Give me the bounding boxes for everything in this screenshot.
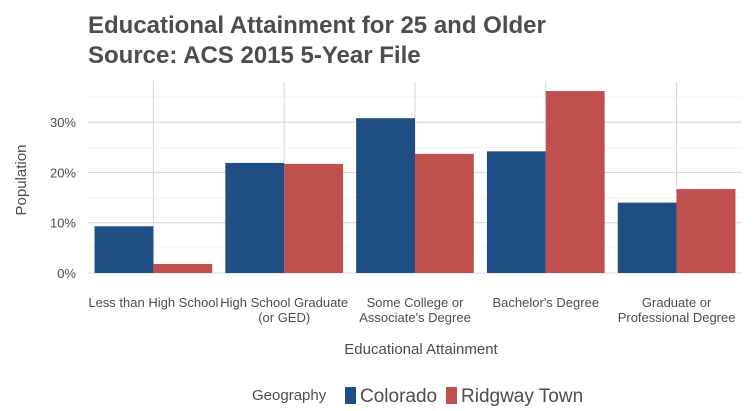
legend-key-colorado <box>345 387 356 404</box>
x-tick-label: Less than High School <box>88 295 218 310</box>
bar-ridgway-town <box>676 189 736 273</box>
bar-ridgway-town <box>545 91 605 274</box>
y-tick-label: 10% <box>50 216 76 231</box>
bar-colorado <box>94 226 154 273</box>
y-axis-ticks: 0% 10% 20% 30% <box>50 115 76 281</box>
bar-colorado <box>356 118 415 273</box>
y-tick-label: 0% <box>57 266 76 281</box>
legend-key-ridgway <box>446 387 457 404</box>
x-axis-ticks: Less than High School High School Graduat… <box>88 295 735 325</box>
y-axis-label: Population <box>13 145 30 216</box>
x-tick-label: Bachelor's Degree <box>493 295 600 310</box>
legend: Geography Colorado Ridgway Town <box>252 386 583 407</box>
bar-colorado <box>486 151 546 273</box>
legend-label-colorado: Colorado <box>360 386 437 406</box>
y-tick-label: 20% <box>50 165 76 180</box>
bar-colorado <box>617 202 677 273</box>
x-tick-label: High School Graduate (or GED) <box>220 295 348 325</box>
legend-title: Geography <box>252 387 327 404</box>
x-tick-label: Some College or Associate's Degree <box>359 295 471 325</box>
x-axis-label: Educational Attainment <box>344 341 498 358</box>
x-tick-label: Graduate or Professional Degree <box>618 295 736 325</box>
legend-label-ridgway: Ridgway Town <box>461 386 583 406</box>
bars <box>94 91 736 274</box>
bar-ridgway-town <box>153 263 213 273</box>
chart-subtitle: Source: ACS 2015 5-Year File <box>88 42 421 69</box>
bar-colorado <box>225 162 285 273</box>
bar-ridgway-town <box>415 153 474 273</box>
chart-title: Educational Attainment for 25 and Older <box>88 12 546 39</box>
bar-ridgway-town <box>284 163 344 273</box>
y-tick-label: 30% <box>50 115 76 130</box>
